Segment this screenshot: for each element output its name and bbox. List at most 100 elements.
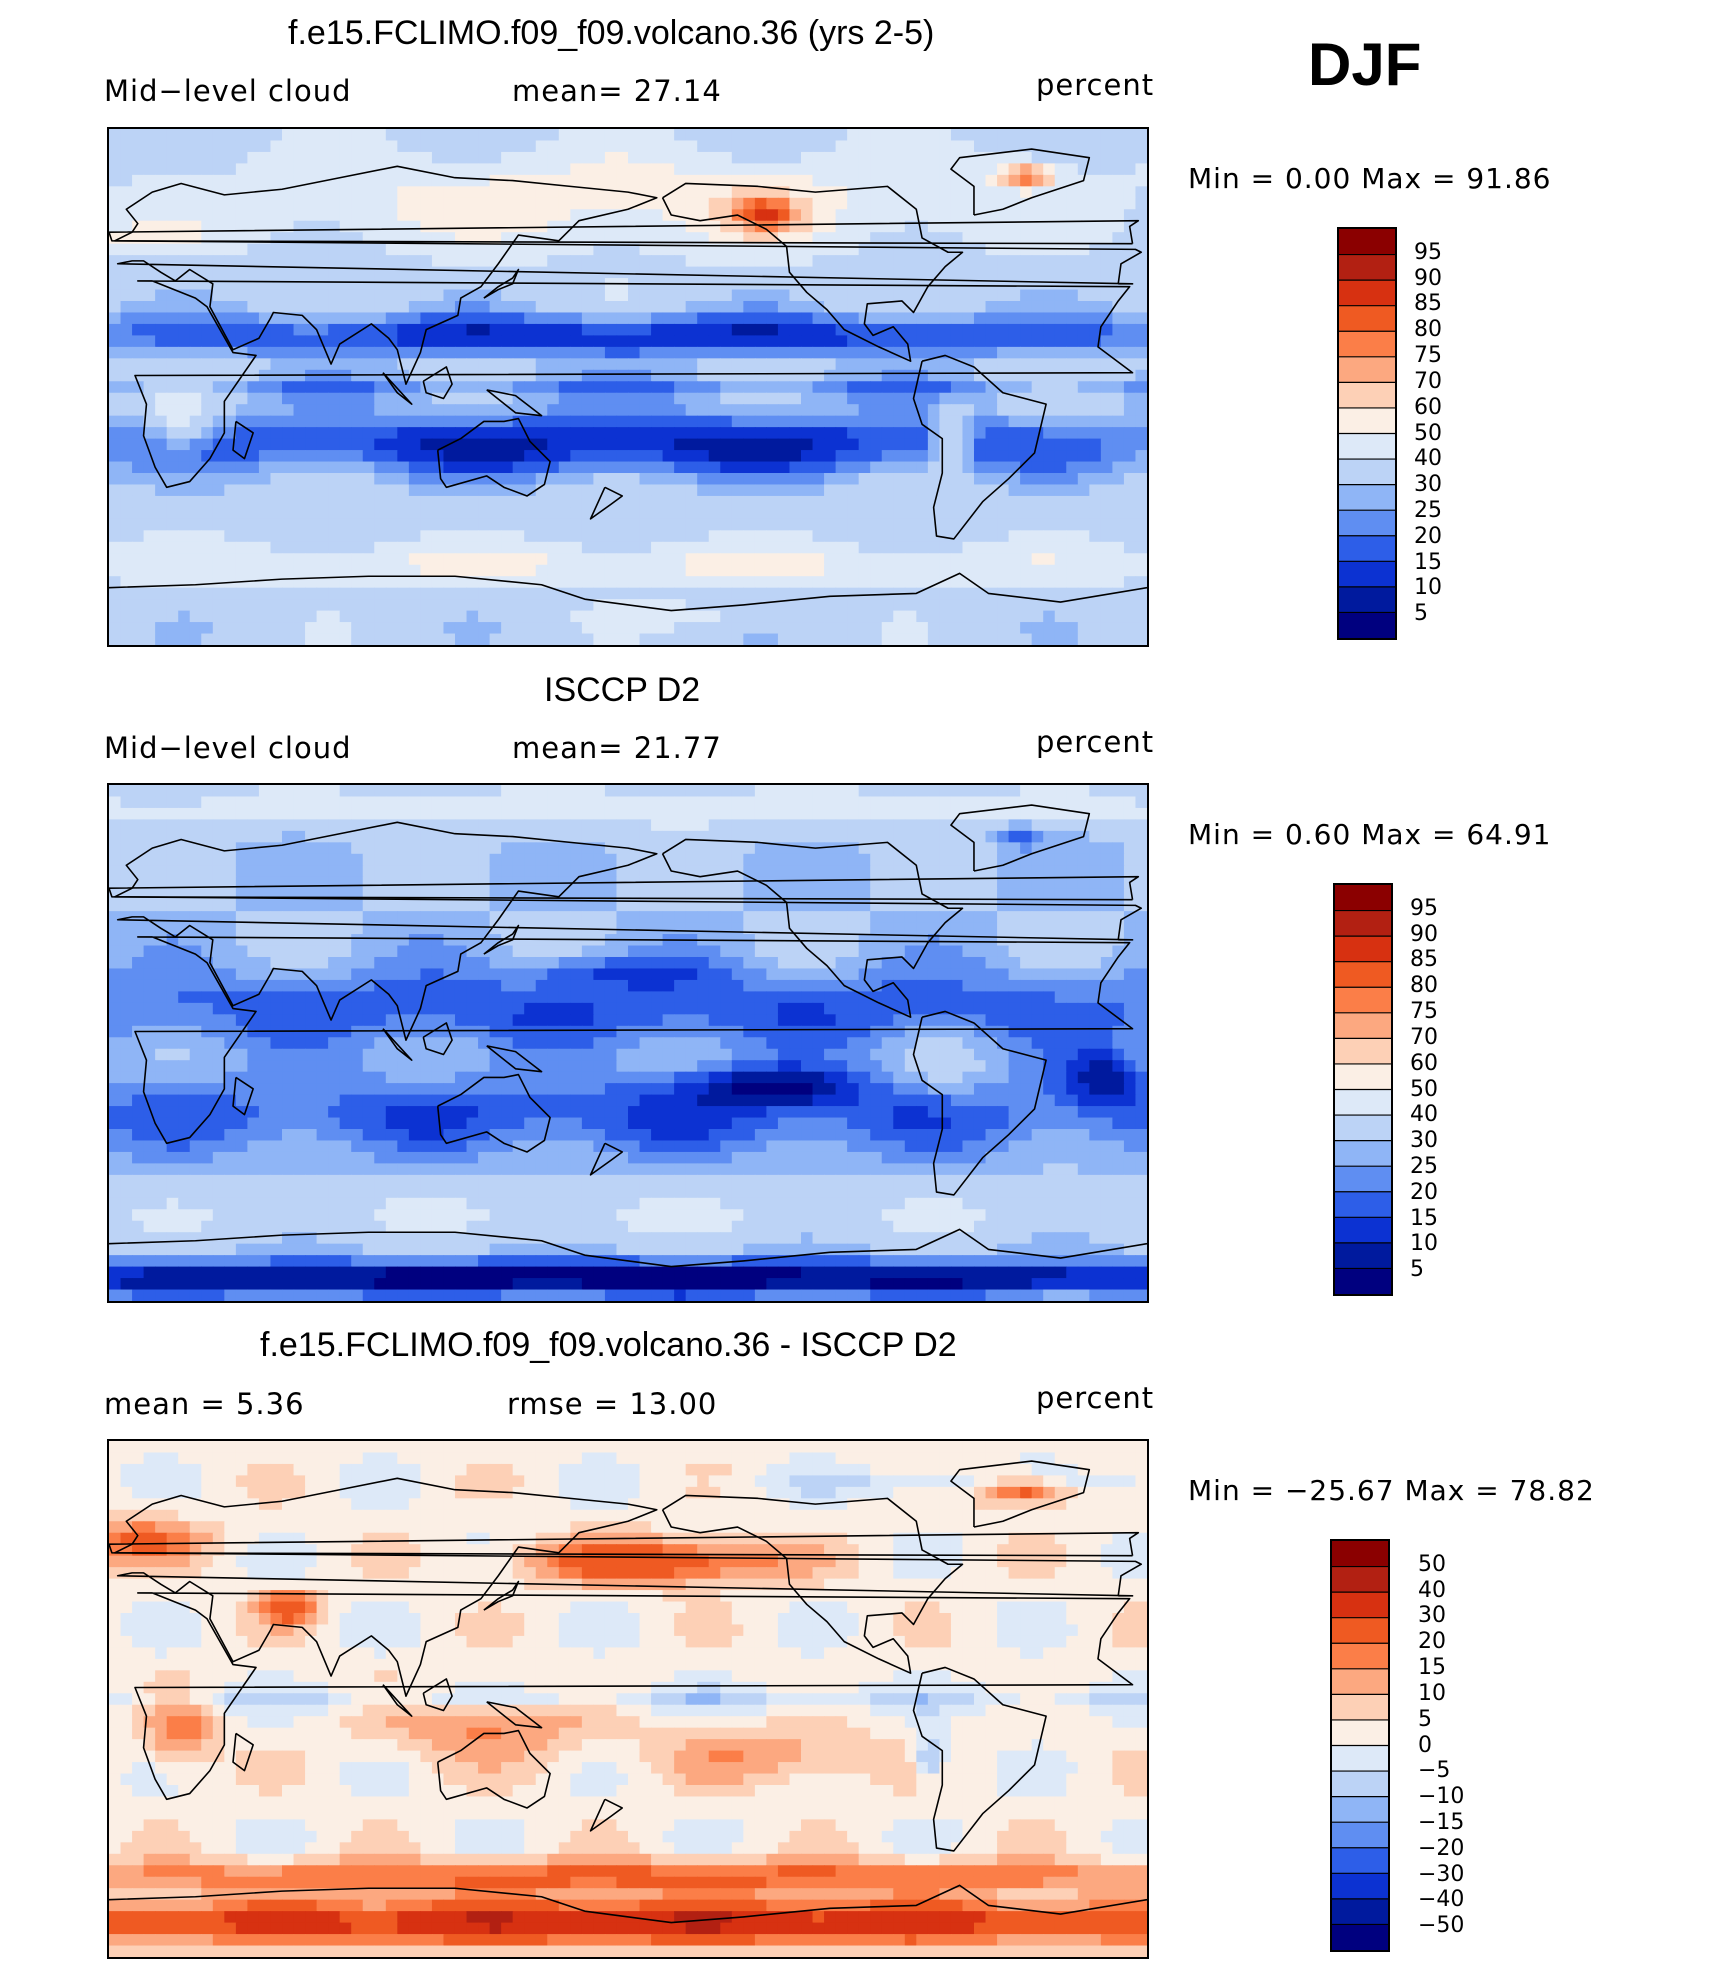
field-cell	[801, 495, 814, 509]
field-cell	[489, 553, 502, 566]
field-cell	[120, 163, 133, 176]
field-cell	[881, 415, 894, 428]
field-cell	[824, 853, 837, 866]
field-cell	[201, 830, 214, 843]
field-cell	[835, 278, 848, 291]
field-cell	[247, 564, 260, 577]
field-cell	[408, 461, 421, 474]
field-cell	[1100, 530, 1114, 543]
field-cell	[812, 553, 825, 566]
field-cell	[720, 507, 733, 520]
field-cell	[408, 323, 421, 336]
field-cell	[870, 610, 883, 623]
field-cell	[812, 346, 825, 359]
field-cell	[524, 369, 537, 382]
field-cell	[178, 358, 191, 371]
field-cell	[731, 220, 744, 233]
field-cell	[593, 312, 606, 325]
field-cell	[1043, 300, 1056, 314]
field-cell	[385, 289, 398, 302]
field-cell	[512, 255, 525, 268]
field-cell	[1112, 151, 1125, 164]
field-cell	[189, 427, 202, 440]
field-cell	[501, 346, 514, 359]
field-cell	[282, 819, 295, 832]
field-cell	[962, 518, 975, 531]
field-cell	[466, 369, 479, 382]
field-cell	[305, 473, 318, 486]
field-cell	[962, 888, 975, 901]
field-cell	[351, 564, 364, 577]
field-cell	[881, 633, 894, 645]
field-cell	[593, 450, 606, 463]
field-cell	[305, 255, 318, 268]
field-cell	[109, 427, 122, 440]
field-cell	[293, 842, 306, 855]
field-cell	[178, 163, 191, 176]
field-cell	[1020, 633, 1033, 645]
field-cell	[189, 358, 202, 371]
field-cell	[801, 209, 814, 222]
field-cell	[454, 553, 468, 566]
field-cell	[1020, 220, 1033, 233]
field-cell	[927, 450, 940, 463]
field-cell	[166, 427, 179, 440]
field-cell	[997, 473, 1010, 486]
field-cell	[1031, 151, 1044, 164]
field-cell	[628, 197, 641, 210]
field-cell	[1112, 404, 1125, 417]
field-cell	[270, 151, 283, 164]
field-cell	[997, 392, 1010, 405]
field-cell	[731, 796, 744, 809]
field-cell	[431, 438, 445, 451]
field-cell	[293, 186, 306, 199]
field-cell	[132, 530, 145, 543]
field-cell	[293, 484, 306, 497]
field-cell	[801, 876, 814, 889]
field-cell	[224, 796, 237, 809]
field-cell	[985, 564, 998, 577]
field-cell	[962, 312, 975, 325]
field-cell	[639, 553, 652, 566]
field-cell	[1089, 220, 1102, 233]
field-cell	[581, 438, 595, 451]
field-cell	[581, 186, 595, 199]
field-cell	[478, 564, 491, 577]
field-cell	[1043, 553, 1056, 566]
field-cell	[604, 174, 618, 187]
field-cell	[1020, 610, 1033, 623]
field-cell	[754, 392, 768, 405]
field-cell	[1054, 140, 1067, 153]
field-cell	[466, 785, 479, 798]
field-cell	[247, 473, 260, 486]
field-cell	[385, 461, 398, 474]
field-cell	[178, 129, 191, 142]
field-cell	[1135, 633, 1147, 645]
field-cell	[143, 220, 156, 233]
field-cell	[1066, 369, 1079, 382]
field-cell	[950, 865, 964, 878]
field-cell	[1031, 530, 1044, 543]
field-cell	[109, 830, 122, 843]
field-cell	[1123, 853, 1137, 866]
field-cell	[328, 415, 341, 428]
field-cell	[639, 266, 652, 279]
field-cell	[812, 404, 825, 417]
field-cell	[397, 278, 410, 291]
field-cell	[166, 312, 179, 325]
field-cell	[478, 587, 491, 600]
field-cell	[766, 243, 779, 256]
field-cell	[466, 300, 479, 314]
field-cell	[155, 358, 168, 371]
field-cell	[1054, 289, 1067, 302]
field-cell	[973, 415, 987, 428]
field-cell	[558, 312, 571, 325]
field-cell	[166, 335, 179, 348]
field-cell	[374, 278, 387, 291]
field-cell	[258, 427, 272, 440]
field-cell	[293, 541, 306, 554]
field-cell	[524, 553, 537, 566]
field-cell	[754, 415, 768, 428]
field-cell	[558, 633, 571, 645]
field-cell	[293, 796, 306, 809]
